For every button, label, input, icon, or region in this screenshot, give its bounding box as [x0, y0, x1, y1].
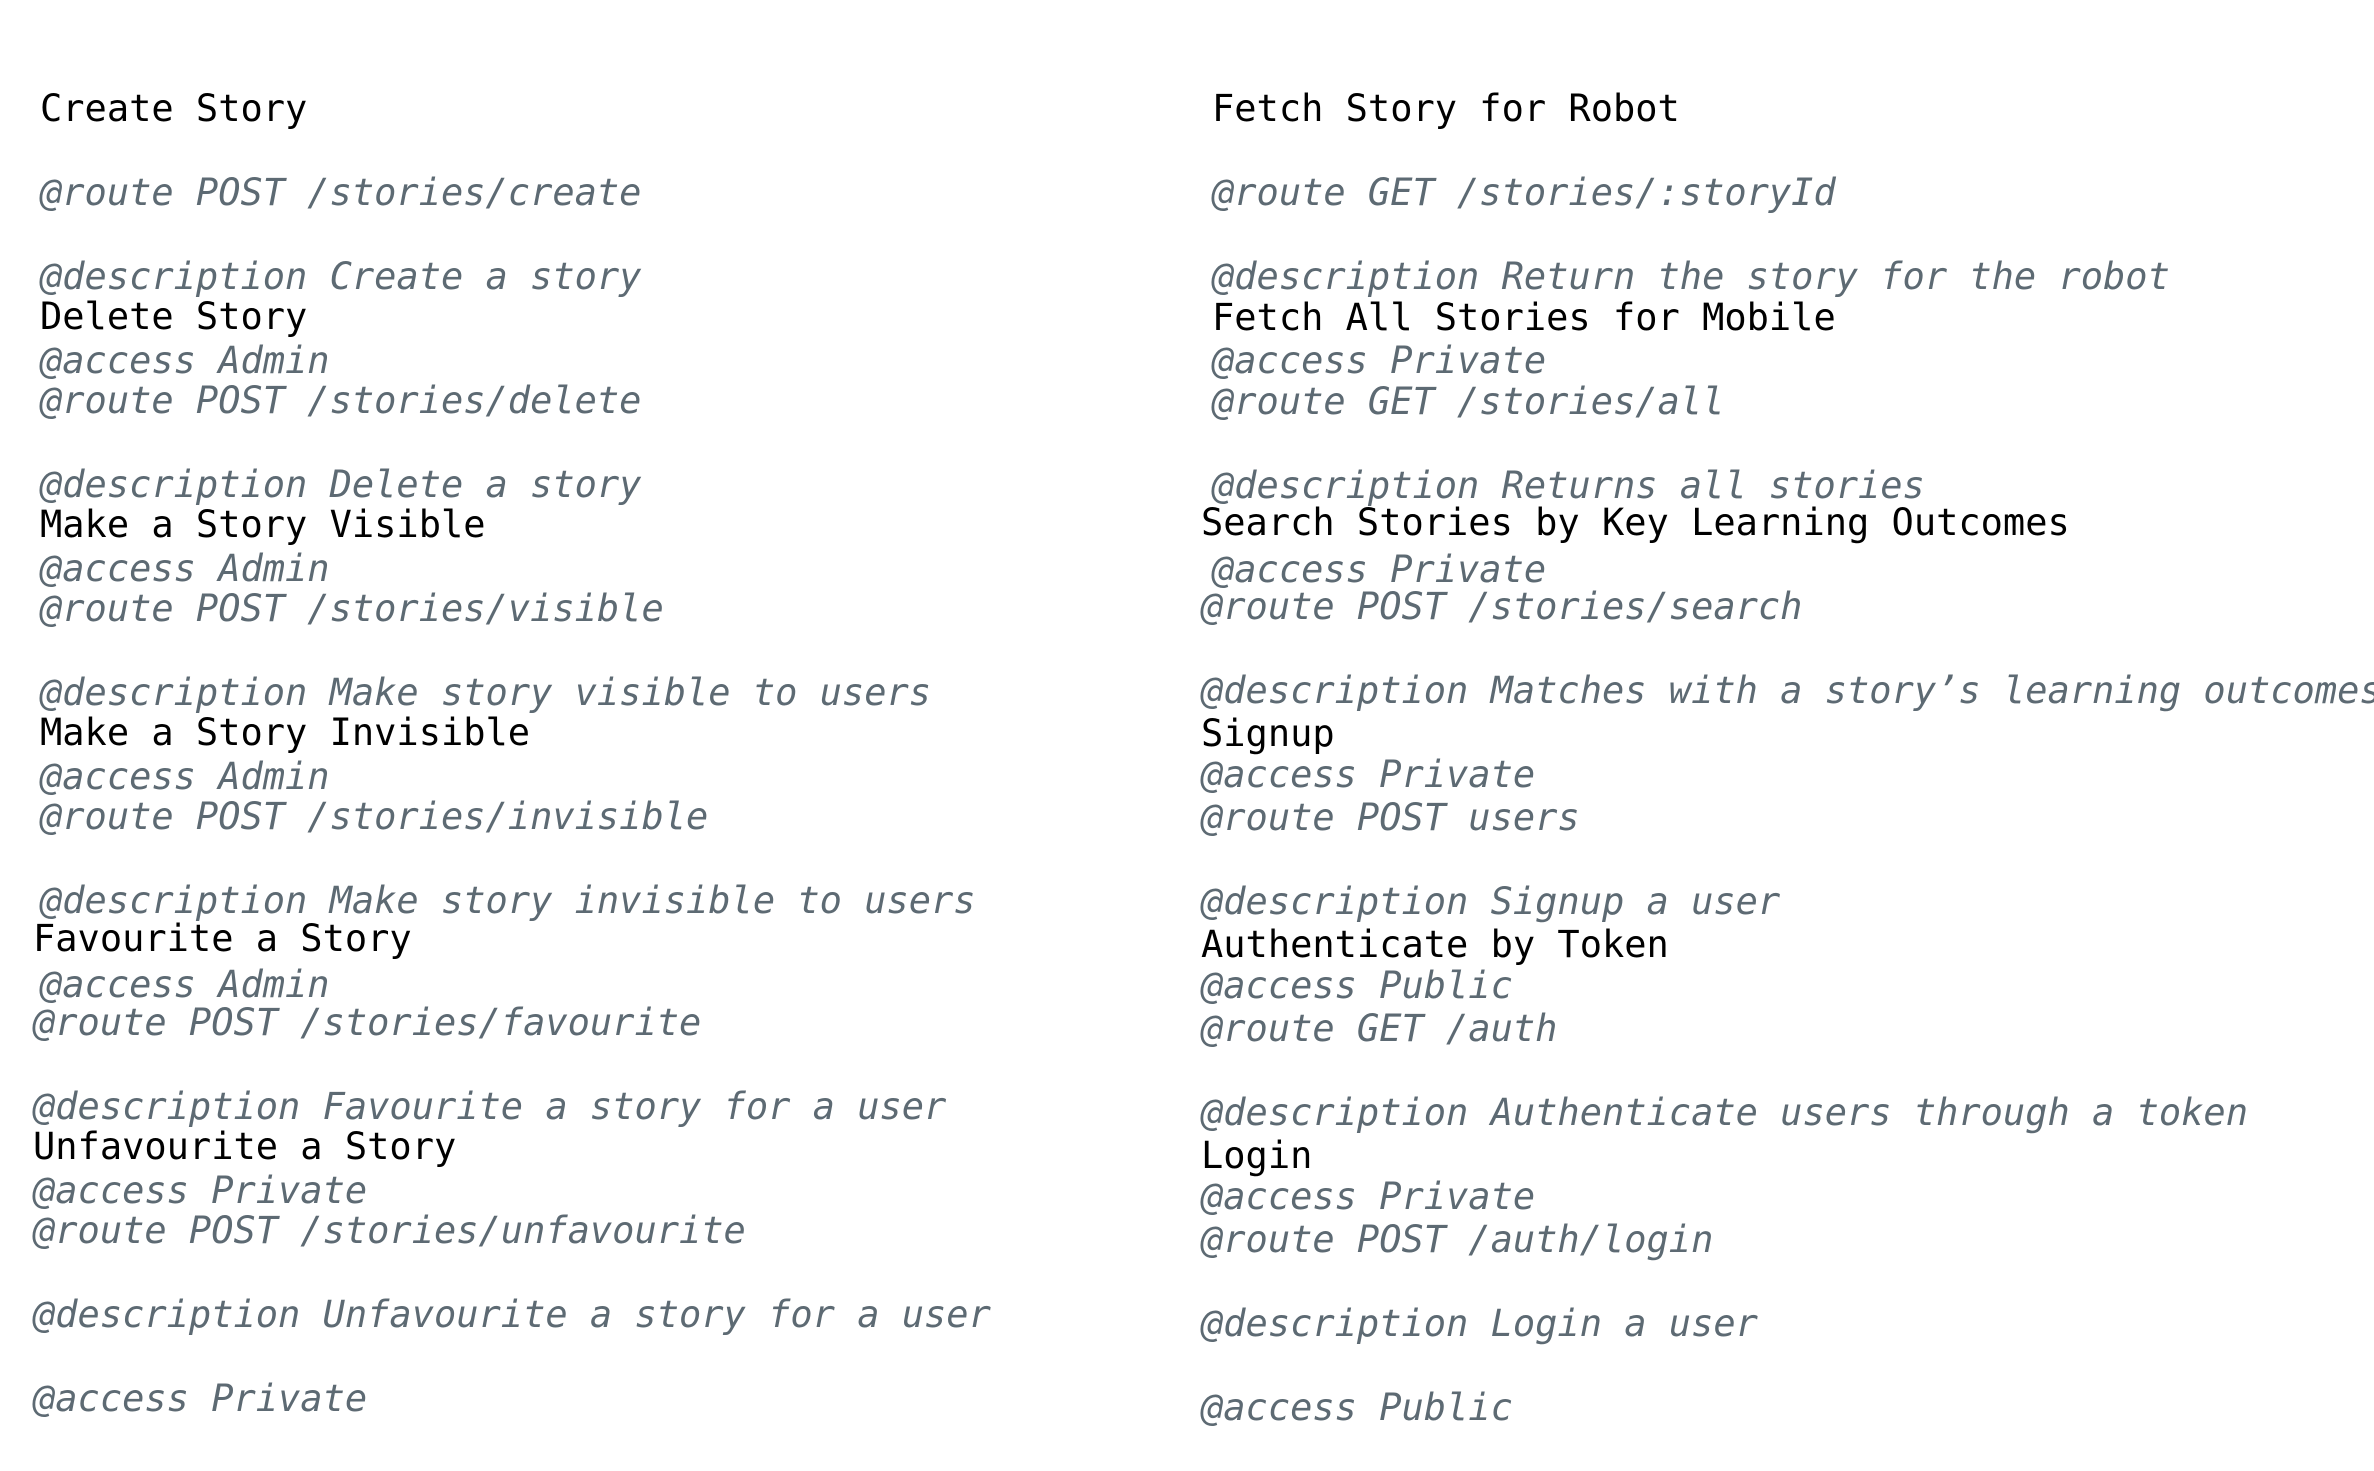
endpoint-authenticate-token: Authenticate by Token @route GET /auth @…: [1201, 882, 2248, 1260]
endpoint-description: @description Delete a story: [40, 463, 642, 506]
endpoint-signup: Signup @route POST users @description Si…: [1201, 671, 1780, 1049]
endpoint-title: Favourite a Story: [33, 917, 412, 960]
endpoint-title: Unfavourite a Story: [33, 1125, 457, 1168]
endpoint-route: @route POST /stories/create: [40, 171, 642, 214]
endpoint-description: @description Signup a user: [1201, 880, 1781, 923]
endpoint-access: @access Admin: [40, 963, 330, 1006]
endpoint-create-story: Create Story @route POST /stories/create…: [40, 46, 641, 424]
endpoint-access: @access Private: [1201, 753, 1536, 796]
endpoint-route: @route GET /auth: [1201, 1007, 1558, 1050]
endpoint-title: Login: [1201, 1134, 1313, 1177]
endpoint-description: @description Favourite a story for a use…: [33, 1085, 947, 1128]
endpoint-route: @route POST users: [1201, 796, 1580, 839]
endpoint-description: @description Unfavourite a story for a u…: [33, 1293, 991, 1336]
endpoint-access: @access Private: [1201, 1175, 1536, 1218]
endpoint-route: @route POST /stories/favourite: [33, 1001, 702, 1044]
endpoint-title: Create Story: [40, 87, 308, 130]
endpoint-route: @route POST /auth/login: [1201, 1218, 1714, 1261]
endpoint-access: @access Admin: [40, 755, 330, 798]
endpoint-description: @description Return the story for the ro…: [1212, 255, 2170, 298]
endpoint-access: @access Private: [33, 1377, 368, 1420]
endpoint-route: @route POST /stories/unfavourite: [33, 1209, 746, 1252]
endpoint-access: @access Public: [1201, 964, 1513, 1007]
endpoint-description: @description Login a user: [1201, 1302, 1758, 1345]
endpoint-title: Make a Story Visible: [40, 503, 486, 546]
endpoint-delete-story: Delete Story @route POST /stories/delete…: [40, 254, 641, 632]
endpoint-description: @description Make story invisible to use…: [40, 879, 976, 922]
endpoint-route: @route GET /stories/all: [1212, 380, 1725, 423]
endpoint-description: @description Returns all stories: [1212, 464, 1925, 507]
endpoint-access: @access Admin: [40, 547, 330, 590]
endpoint-access: @access Private: [1212, 548, 1547, 591]
endpoint-title: Search Stories by Key Learning Outcomes: [1201, 501, 2070, 544]
endpoint-title: Fetch All Stories for Mobile: [1212, 296, 1836, 339]
endpoint-login: Login @route POST /auth/login @descripti…: [1201, 1093, 1758, 1471]
endpoint-search-stories: Search Stories by Key Learning Outcomes …: [1201, 460, 2374, 838]
endpoint-access: @access Admin: [40, 339, 330, 382]
endpoint-unfavourite: Unfavourite a Story @route POST /stories…: [33, 1084, 991, 1462]
endpoint-favourite: Favourite a Story @route POST /stories/f…: [33, 876, 946, 1254]
endpoint-route: @route POST /stories/invisible: [40, 795, 709, 838]
endpoint-title: Make a Story Invisible: [40, 711, 531, 754]
endpoint-title: Delete Story: [40, 295, 308, 338]
endpoint-make-invisible: Make a Story Invisible @route POST /stor…: [40, 670, 976, 1048]
endpoint-route: @route POST /stories/search: [1201, 585, 1803, 628]
endpoint-fetch-story-robot: Fetch Story for Robot @route GET /storie…: [1212, 46, 2170, 424]
endpoint-title: Authenticate by Token: [1201, 923, 1669, 966]
endpoint-title: Fetch Story for Robot: [1212, 87, 1680, 130]
endpoint-description: @description Make story visible to users: [40, 671, 932, 714]
endpoint-description: @description Authenticate users through …: [1201, 1091, 2248, 1134]
endpoint-access: @access Private: [1212, 339, 1547, 382]
endpoint-fetch-all-stories: Fetch All Stories for Mobile @route GET …: [1212, 255, 1925, 633]
endpoint-description: @description Matches with a story’s lear…: [1201, 669, 2374, 712]
endpoint-route: @route POST /stories/visible: [40, 587, 664, 630]
endpoint-description: @description Create a story: [40, 255, 642, 298]
endpoint-make-visible: Make a Story Visible @route POST /storie…: [40, 462, 931, 840]
endpoint-access: @access Public: [1201, 1386, 1513, 1429]
endpoint-route: @route GET /stories/:storyId: [1212, 171, 1836, 214]
endpoint-title: Signup: [1201, 712, 1335, 755]
endpoint-route: @route POST /stories/delete: [40, 379, 642, 422]
endpoint-access: @access Private: [33, 1169, 368, 1212]
